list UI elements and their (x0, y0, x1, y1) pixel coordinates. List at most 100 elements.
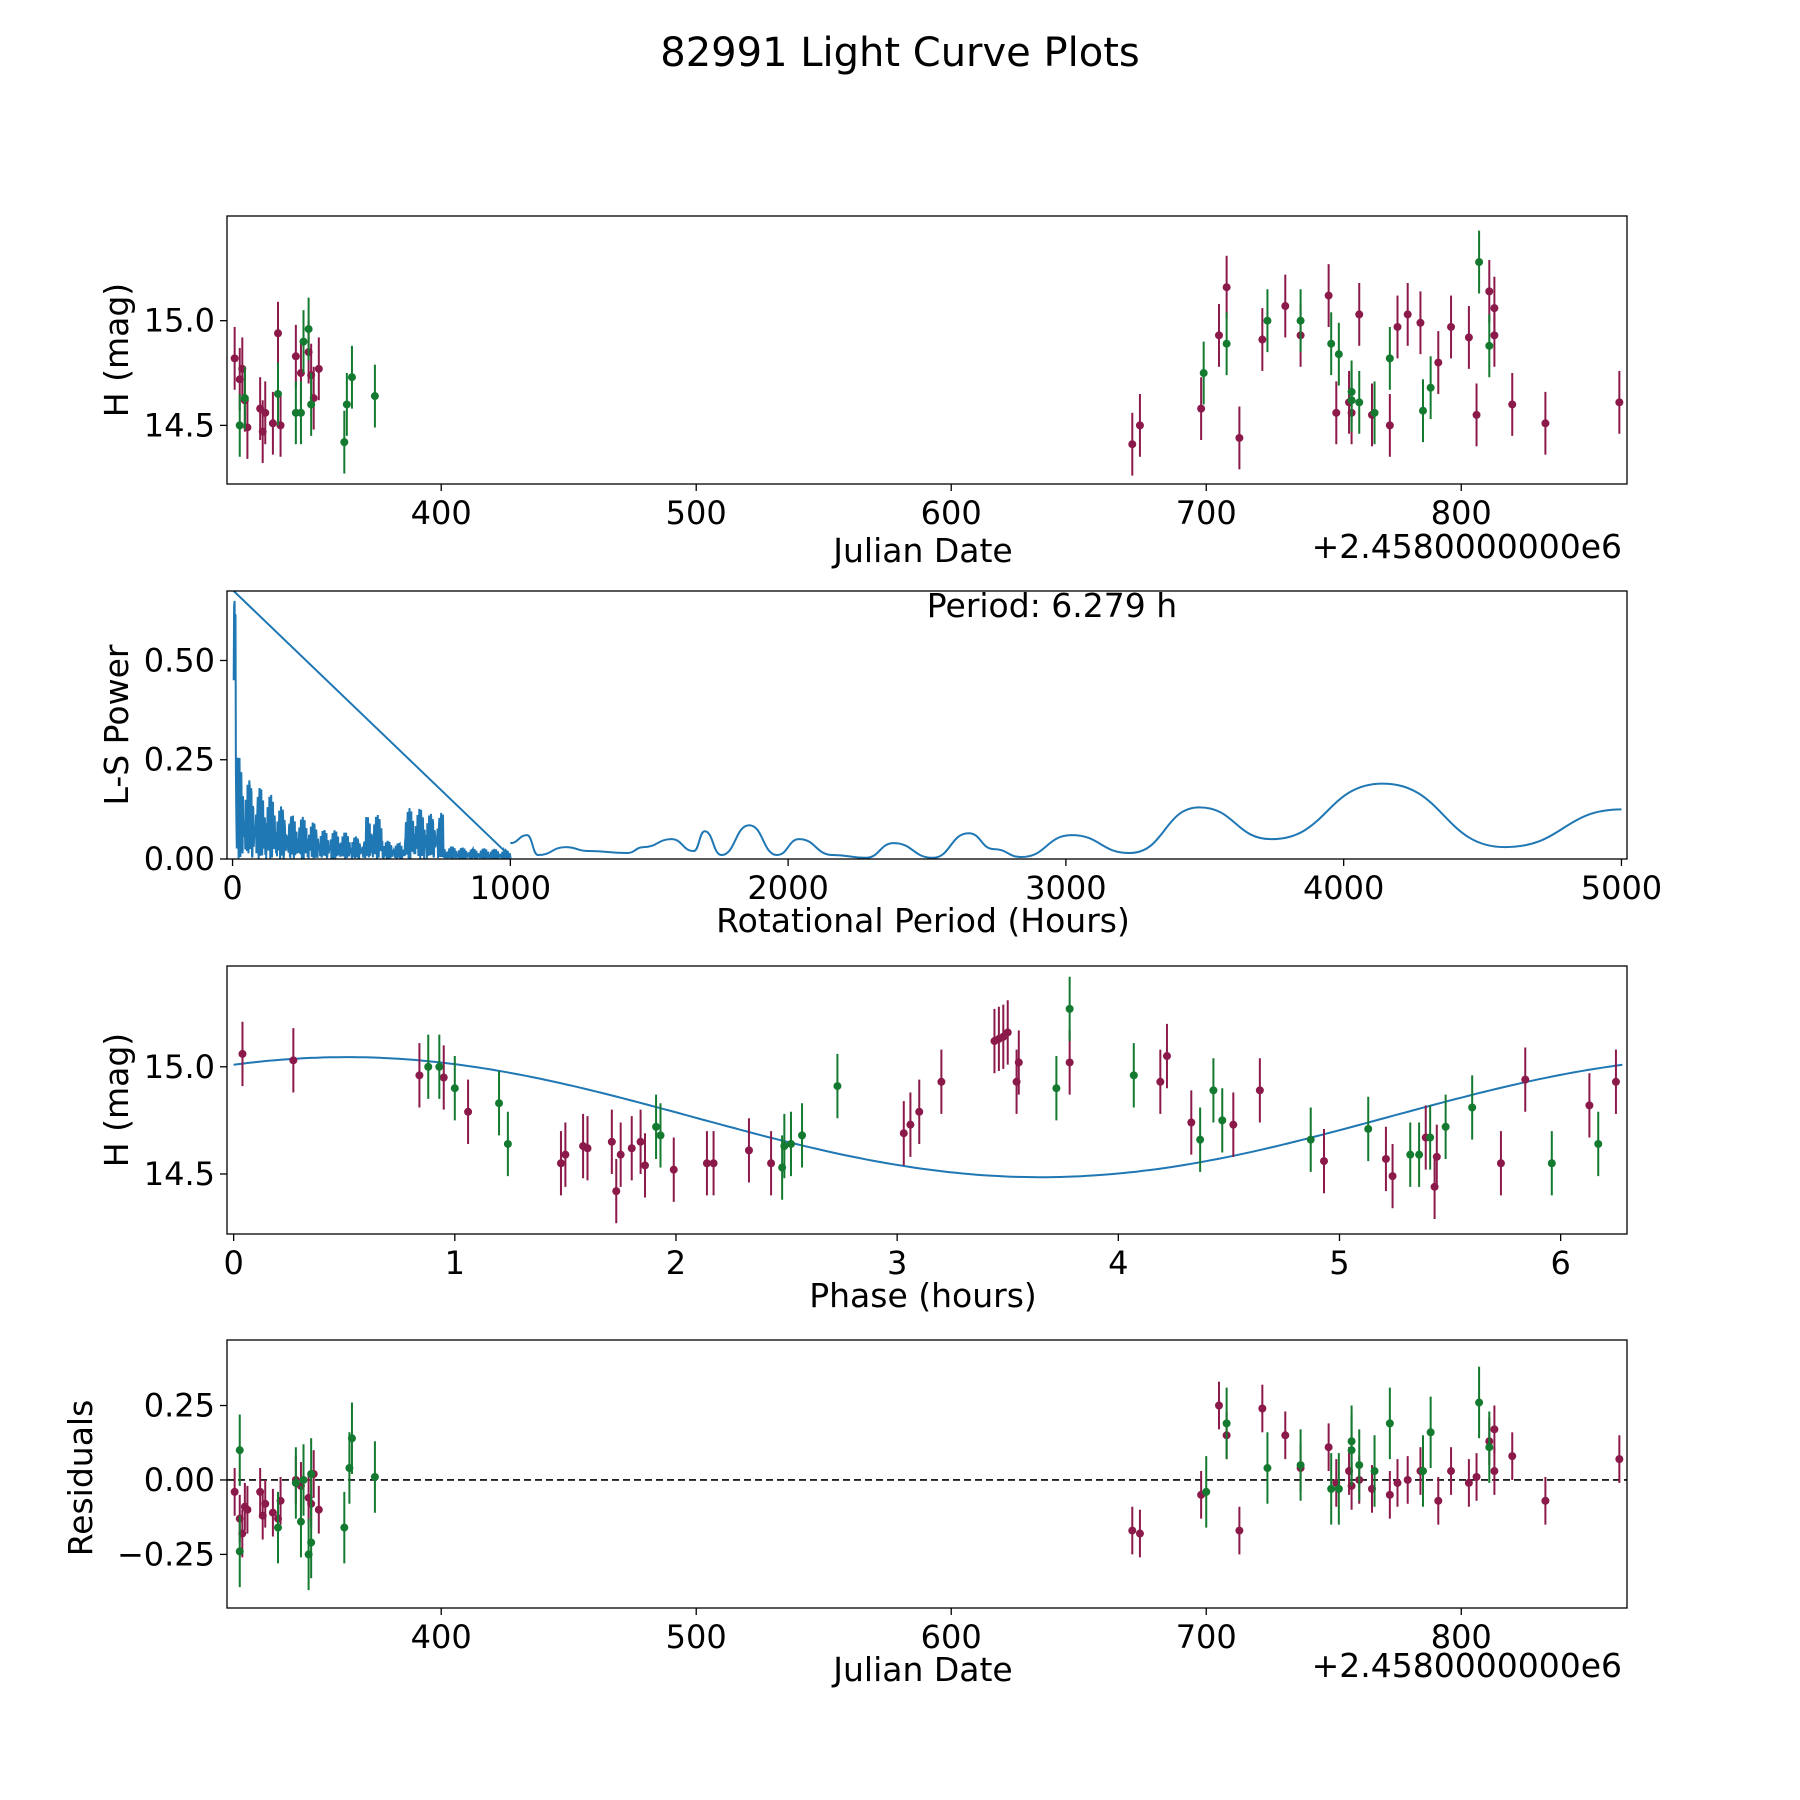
residuals-magenta-point (243, 1505, 252, 1514)
phased-green-point (1426, 1133, 1435, 1142)
residuals-magenta-point (230, 1487, 239, 1496)
phased-magenta-point (1521, 1075, 1530, 1084)
light_curve-magenta-point (268, 419, 277, 428)
residuals-green-point (1202, 1487, 1211, 1496)
residuals-green-point (1426, 1428, 1435, 1437)
light_curve-ytick-label: 14.5 (144, 406, 215, 444)
phased-green-point (652, 1122, 661, 1131)
light_curve-magenta-point (1447, 322, 1456, 331)
light_curve-xtick-label: 600 (921, 494, 982, 532)
light_curve-xtick-label: 400 (411, 494, 472, 532)
light_curve-green-point (1296, 316, 1305, 325)
phased-xlabel: Phase (hours) (809, 1276, 1037, 1315)
phased-magenta-point (607, 1137, 616, 1146)
phased-green-point (503, 1139, 512, 1148)
residuals-magenta-point (261, 1499, 270, 1508)
light_curve-xtick-label: 800 (1431, 494, 1492, 532)
light_curve-magenta-point (1355, 310, 1364, 319)
residuals-green-point (1385, 1419, 1394, 1428)
residuals-green-point (307, 1538, 316, 1547)
period-annotation: Period: 6.279 h (927, 586, 1177, 625)
residuals-magenta-point (1508, 1452, 1517, 1461)
residuals-green-point (1347, 1446, 1356, 1455)
phased-xtick-label: 6 (1550, 1244, 1570, 1282)
residuals-xtick-label: 700 (1176, 1618, 1237, 1656)
periodogram-ytick-label: 0.50 (144, 641, 215, 679)
light_curve-magenta-point (1258, 335, 1267, 344)
light_curve-magenta-point (1135, 421, 1144, 430)
residuals-green-point (296, 1517, 305, 1526)
light_curve-green-point (1327, 339, 1336, 348)
phased-panel: Phase (hours) H (mag) 0 1 2 3 4 5 6 14.5 15.0 (97, 965, 1628, 1315)
residuals-green-point (307, 1470, 316, 1478)
light_curve-magenta-point (230, 354, 239, 363)
residuals-magenta-point (1490, 1425, 1499, 1434)
phased-green-point (1129, 1071, 1138, 1080)
phased-magenta-point (1496, 1159, 1505, 1168)
light_curve-magenta-point (1485, 287, 1494, 296)
phased-xtick-label: 0 (223, 1244, 243, 1282)
light_curve-ytick-label: 15.0 (144, 302, 215, 340)
residuals-panel: Julian Date +2.4580000000e6 Residuals 40… (61, 1339, 1628, 1689)
light_curve-magenta-point (1385, 421, 1394, 430)
phased-green-point (656, 1131, 665, 1140)
phased-magenta-point (439, 1073, 448, 1082)
light_curve-magenta-point (1403, 310, 1412, 319)
phased-green-point (786, 1139, 795, 1148)
phased-axes-frame (226, 965, 1628, 1235)
residuals-xtick-label: 400 (411, 1618, 472, 1656)
phased-green-point (435, 1062, 444, 1071)
phased-magenta-point (937, 1077, 946, 1086)
periodogram-xtick-label: 4000 (1303, 869, 1384, 907)
light_curve-magenta-point (274, 329, 283, 338)
residuals-xtick-label: 600 (921, 1618, 982, 1656)
periodogram-xtick-label: 0 (222, 869, 242, 907)
light_curve-green-point (299, 337, 308, 346)
phased-green-point (1415, 1150, 1424, 1159)
phased-magenta-point (616, 1150, 625, 1159)
residuals-green-point (235, 1547, 244, 1556)
residuals-magenta-point (1393, 1478, 1402, 1487)
light_curve-green-point (1475, 258, 1484, 267)
residuals-green-point (235, 1446, 244, 1455)
periodogram-xtick-label: 2000 (747, 869, 828, 907)
light_curve-green-point (1418, 406, 1427, 415)
light_curve-green-point (370, 392, 379, 401)
light_curve-green-point (235, 421, 244, 430)
residuals-magenta-point (268, 1508, 277, 1517)
phased-magenta-point (1585, 1101, 1594, 1110)
phased-magenta-point (1229, 1120, 1238, 1129)
residuals-xtick-label: 800 (1431, 1618, 1492, 1656)
light_curve-green-point (1355, 398, 1364, 407)
light_curve-magenta-point (1235, 433, 1244, 442)
phased-green-point (1209, 1086, 1218, 1095)
phased-magenta-point (744, 1146, 753, 1155)
phased-magenta-point (702, 1159, 711, 1168)
phased-green-point (1065, 1004, 1074, 1013)
phased-magenta-point (1255, 1086, 1264, 1095)
residuals-xlabel: Julian Date (831, 1650, 1013, 1689)
phased-xtick-label: 1 (445, 1244, 465, 1282)
light_curve-green-point (1334, 350, 1343, 359)
light_curve-plot-area (230, 230, 1624, 476)
light-curve-ylabel: H (mag) (97, 283, 136, 417)
phased-green-point (495, 1099, 504, 1108)
phased-xtick-label: 3 (887, 1244, 907, 1282)
residuals-green-point (1485, 1443, 1494, 1452)
residuals-axes-frame (226, 1339, 1628, 1609)
residuals-green-point (1370, 1467, 1379, 1476)
light_curve-green-point (304, 325, 313, 334)
residuals-magenta-point (1214, 1401, 1223, 1410)
phased-magenta-point (556, 1159, 565, 1168)
light_curve-green-point (274, 389, 283, 398)
phased-fit-curve (233, 1056, 1623, 1179)
phased-green-point (798, 1131, 807, 1140)
phased-green-point (780, 1142, 789, 1151)
phased-green-point (1547, 1159, 1556, 1168)
periodogram-ylabel: L-S Power (97, 644, 136, 805)
light_curve-green-point (347, 373, 356, 382)
light_curve-magenta-point (1416, 318, 1425, 327)
light_curve-magenta-point (314, 364, 323, 373)
light_curve-magenta-point (1490, 331, 1499, 340)
